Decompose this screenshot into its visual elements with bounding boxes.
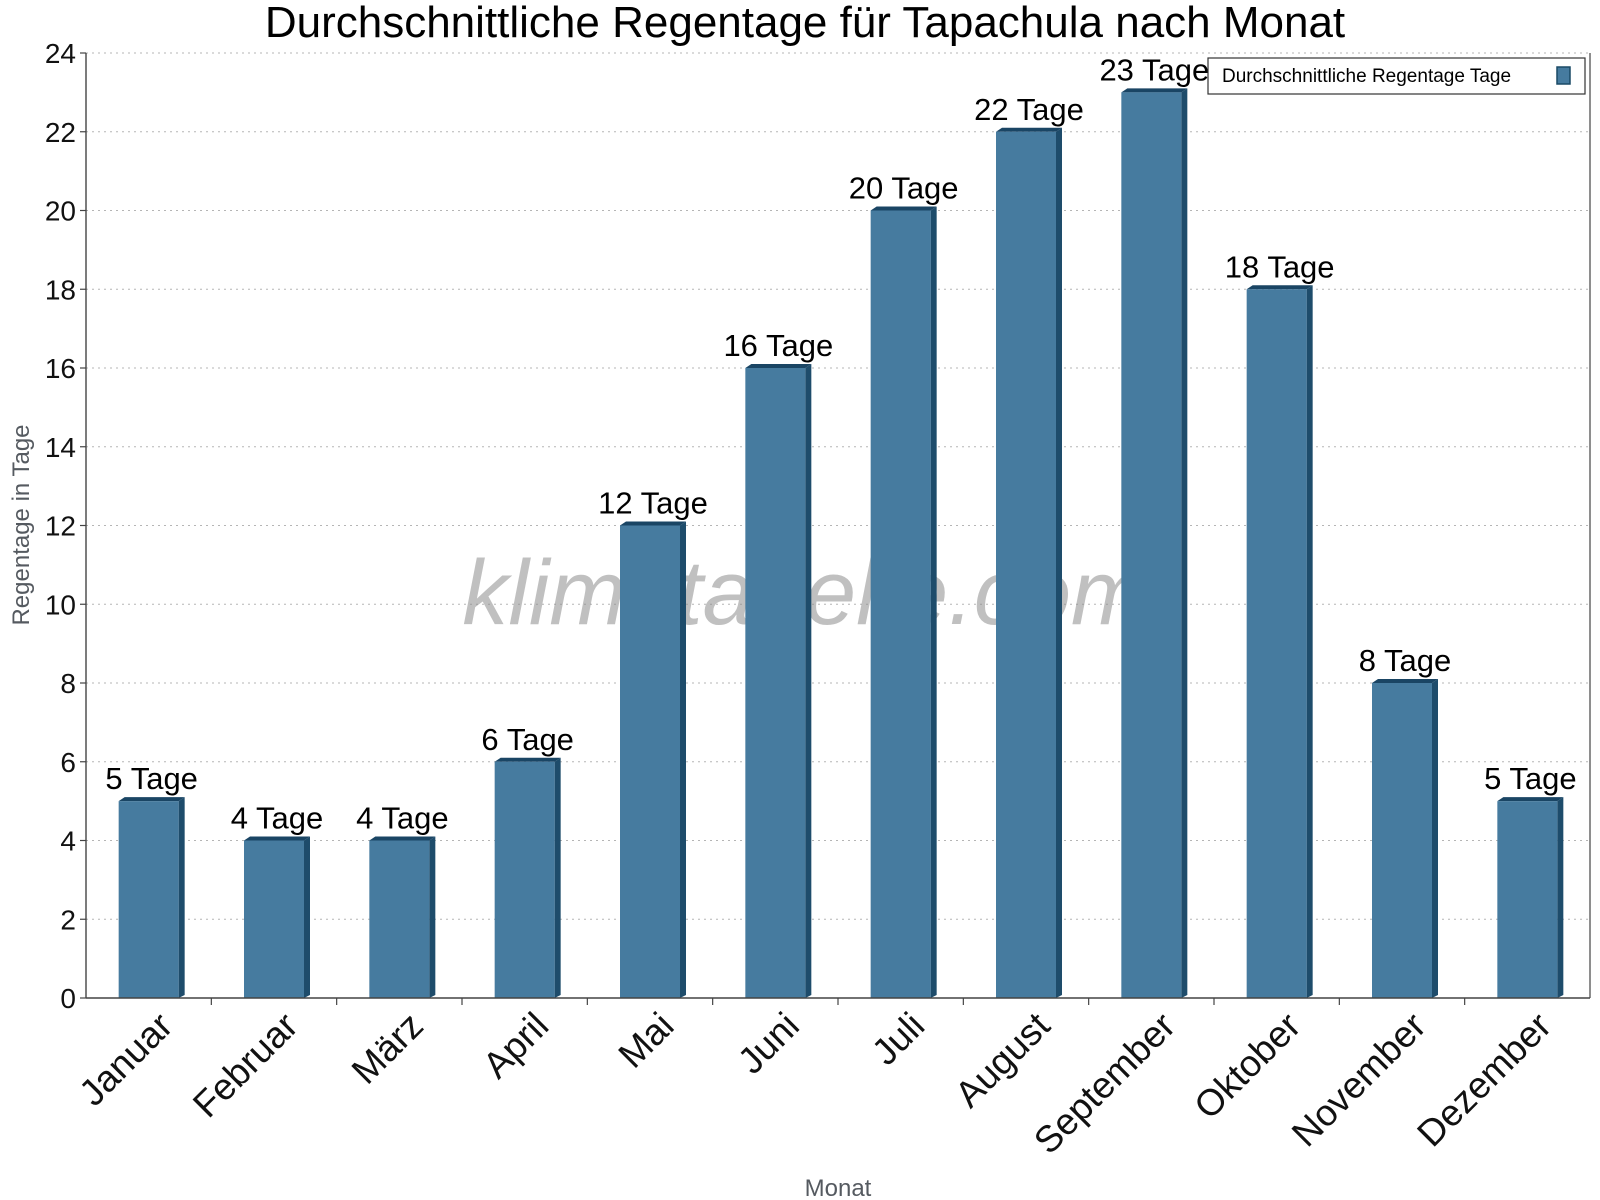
data-label: 23 Tage: [1099, 52, 1209, 87]
x-tick-label: Januar: [71, 1005, 180, 1114]
bar-side: [429, 836, 436, 998]
axes: [80, 52, 1591, 1005]
x-tick-label: Februar: [185, 1005, 306, 1126]
x-tick-label: Juli: [864, 1005, 932, 1073]
x-tick-label: April: [475, 1005, 556, 1086]
bar: [1121, 92, 1182, 998]
legend-swatch: [1556, 66, 1571, 85]
bar-top: [1372, 679, 1438, 683]
data-label: 22 Tage: [974, 92, 1084, 127]
bar: [1372, 683, 1432, 998]
data-label: 8 Tage: [1359, 643, 1452, 678]
bar: [745, 368, 806, 998]
bar-side: [1432, 679, 1438, 998]
x-tick-label: Mai: [611, 1005, 682, 1076]
data-label: 4 Tage: [231, 801, 324, 836]
legend-label: Durchschnittliche Regentage Tage: [1222, 66, 1511, 87]
legend: Durchschnittliche Regentage Tage: [1207, 57, 1586, 95]
bar-side: [1056, 127, 1062, 998]
x-tick-label: August: [947, 1004, 1058, 1115]
y-tick-label: 14: [45, 432, 76, 463]
gridlines: [86, 52, 1590, 920]
bar-side: [1181, 88, 1188, 998]
x-tick-label: März: [344, 1005, 431, 1092]
bar-top: [494, 757, 561, 762]
bars: [118, 88, 1564, 998]
data-label: 5 Tage: [1484, 761, 1577, 796]
x-tick-labels: Januar Februar März April Mai Juni Juli AugustS…: [71, 1004, 1559, 1161]
bar-side: [1306, 285, 1313, 998]
data-label: 18 Tage: [1225, 249, 1335, 284]
bar-top: [1121, 88, 1188, 93]
bar: [244, 840, 304, 998]
bar-top: [1497, 797, 1564, 802]
bar-side: [930, 206, 937, 998]
y-tick-label: 12: [45, 511, 76, 542]
y-tick-label: 4: [60, 826, 76, 857]
y-tick-label: 22: [45, 117, 76, 148]
data-label: 6 Tage: [481, 722, 574, 757]
bar: [870, 210, 931, 998]
legend-box: [1207, 57, 1586, 95]
bar-top: [118, 797, 185, 802]
bar: [1246, 289, 1307, 998]
x-tick-label: November: [1284, 1005, 1434, 1155]
chart-title: Durchschnittliche Regentage für Tapachul…: [265, 0, 1345, 47]
y-tick-label: 24: [45, 38, 76, 69]
bar: [118, 801, 179, 998]
x-axis-label: Monat: [805, 1175, 872, 1200]
data-label: 16 Tage: [723, 328, 833, 363]
x-tick-label: Juni: [730, 1005, 807, 1082]
y-tick-label: 8: [60, 668, 76, 699]
y-tick-label: 6: [60, 747, 76, 778]
data-label: 5 Tage: [105, 761, 198, 796]
y-axis-label: Regentage in Tage: [8, 424, 35, 625]
bar-side: [554, 757, 561, 998]
data-labels: 5 Tage 4 Tage 4 Tage 6 Tage 12 Tage 16 Tage 20…: [105, 52, 1576, 835]
bar-top: [620, 521, 686, 526]
bar-side: [304, 836, 310, 998]
bar-side: [1557, 797, 1564, 998]
y-tick-label: 10: [45, 589, 76, 620]
bar-side: [178, 797, 185, 998]
bar: [996, 131, 1056, 998]
bar-top: [745, 364, 812, 368]
y-tick-label: 18: [45, 274, 76, 305]
bar-top: [244, 836, 310, 841]
bar-side: [680, 521, 686, 998]
x-tick-label: Dezember: [1409, 1005, 1559, 1155]
bar: [494, 761, 555, 998]
bar: [369, 840, 430, 998]
bar-side: [805, 364, 812, 998]
bar-top: [870, 206, 937, 211]
data-label: 4 Tage: [356, 801, 449, 836]
x-tick-label: Oktober: [1186, 1005, 1308, 1127]
y-tick-label: 0: [60, 983, 76, 1014]
bar: [1497, 801, 1558, 998]
y-tick-label: 20: [45, 196, 76, 227]
data-label: 12 Tage: [598, 486, 708, 521]
data-label: 20 Tage: [849, 171, 959, 206]
bar-top: [369, 836, 436, 841]
bar-top: [1246, 285, 1313, 290]
y-tick-label: 16: [45, 353, 76, 384]
y-tick-label: 2: [60, 904, 76, 935]
bar-top: [996, 127, 1062, 132]
bar: [620, 525, 680, 998]
